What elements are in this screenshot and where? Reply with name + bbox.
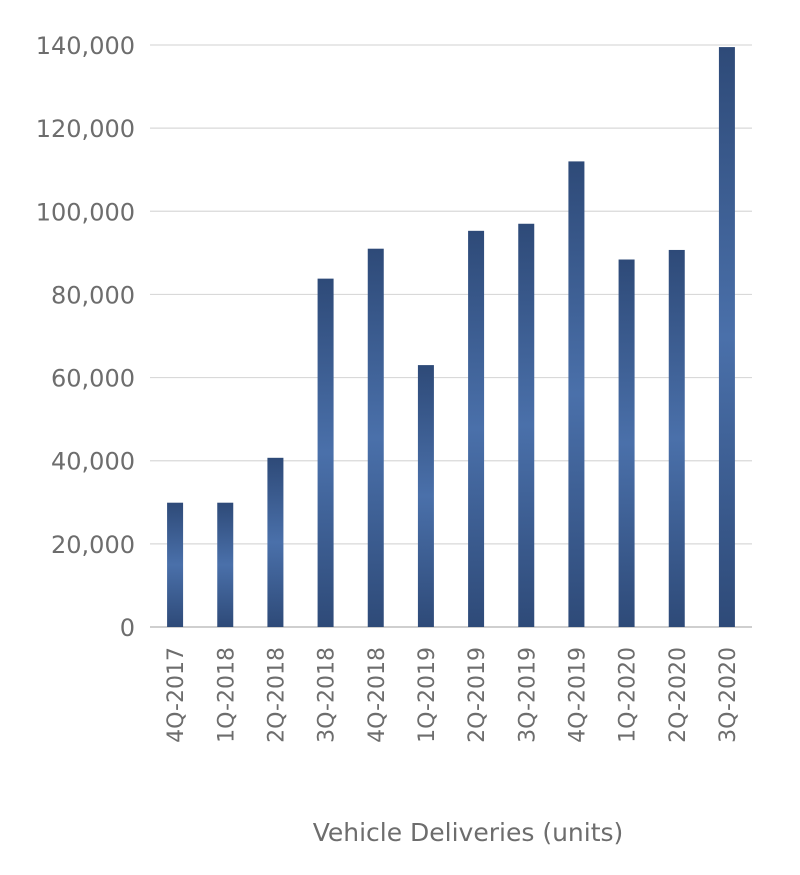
x-tick-label: 3Q-2019	[515, 647, 540, 743]
bar-4Q-2017	[167, 502, 184, 627]
x-tick-label: 4Q-2018	[365, 647, 390, 743]
y-tick-label: 120,000	[36, 115, 135, 143]
y-axis-ticks: 0 20,000 40,000 60,000 80,000 100,000 120,000 1…	[36, 32, 135, 642]
bar-4Q-2018	[367, 248, 384, 627]
x-tick-label: 1Q-2018	[214, 647, 239, 743]
y-tick-label: 40,000	[51, 448, 135, 476]
x-tick-label: 3Q-2020	[716, 647, 741, 743]
x-tick-label: 2Q-2020	[666, 647, 691, 743]
bars	[167, 47, 735, 628]
x-tick-label: 4Q-2017	[164, 647, 189, 743]
y-tick-label: 60,000	[51, 365, 135, 393]
y-tick-label: 100,000	[36, 198, 135, 226]
bar-1Q-2018	[217, 502, 234, 627]
bar-1Q-2020	[618, 259, 635, 627]
x-tick-label: 2Q-2019	[465, 647, 490, 743]
y-tick-label: 140,000	[36, 32, 135, 60]
x-axis-ticks: 4Q-2017 1Q-2018 2Q-2018 3Q-2018 4Q-2018 1Q-20…	[164, 647, 741, 743]
bar-2Q-2019	[468, 230, 485, 627]
x-tick-label: 1Q-2020	[616, 647, 641, 743]
bar-3Q-2019	[518, 223, 535, 627]
y-tick-label: 80,000	[51, 281, 135, 309]
x-tick-label: 1Q-2019	[415, 647, 440, 743]
x-axis-title: Vehicle Deliveries (units)	[313, 818, 624, 847]
y-tick-label: 0	[120, 614, 135, 642]
x-tick-label: 3Q-2018	[315, 647, 340, 743]
x-tick-label: 4Q-2019	[565, 647, 590, 743]
bar-3Q-2020	[718, 47, 735, 628]
bar-4Q-2019	[568, 161, 585, 627]
gridlines	[150, 44, 752, 628]
bar-1Q-2019	[417, 365, 434, 627]
x-tick-label: 2Q-2018	[264, 647, 289, 743]
bar-2Q-2018	[267, 457, 284, 627]
y-tick-label: 20,000	[51, 531, 135, 559]
bar-2Q-2020	[668, 249, 685, 627]
bar-3Q-2018	[317, 278, 334, 627]
